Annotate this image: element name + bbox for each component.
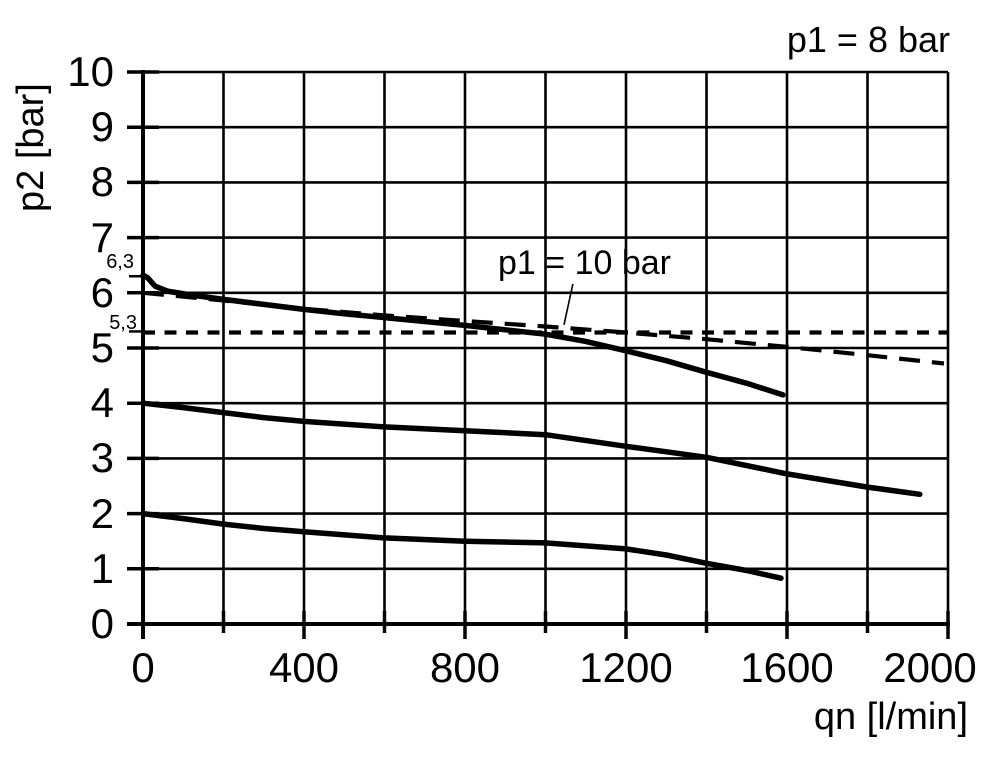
curve-4-solid (140, 510, 784, 581)
curve-3-solid (140, 400, 923, 498)
curve-0-solid (140, 272, 786, 398)
annotation-leader-line (563, 283, 574, 325)
curve-1-long-dash (142, 290, 945, 366)
